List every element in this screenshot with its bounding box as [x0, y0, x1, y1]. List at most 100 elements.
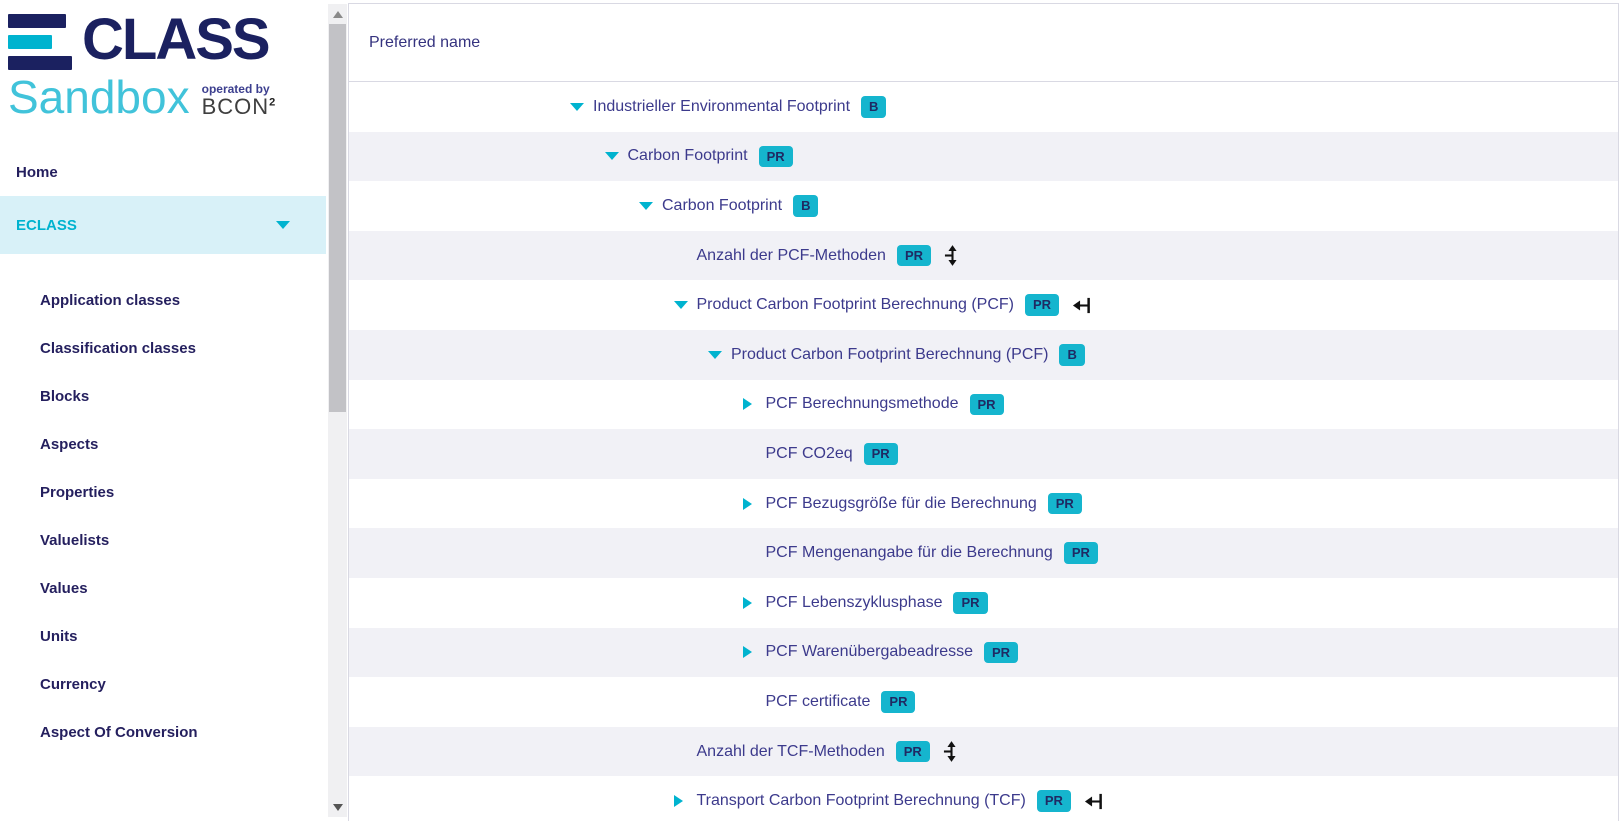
tree-row-pcf-certificate[interactable]: PCF certificate PR [349, 677, 1618, 727]
type-badge: PR [1036, 790, 1071, 812]
tree-expand-icon[interactable] [639, 202, 662, 210]
sidebar-item-blocks[interactable]: Blocks [0, 372, 326, 420]
tree-item-label: Anzahl der TCF-Methoden [696, 742, 885, 760]
sidebar-item-application-classes[interactable]: Application classes [0, 276, 326, 324]
operated-by-label: operated by [201, 82, 270, 96]
tree-item-label: PCF Warenübergabeadresse [765, 643, 974, 661]
tree-panel: Preferred name Industrieller Environment… [348, 3, 1619, 826]
tree-item-label: Industrieller Environmental Footprint [593, 97, 851, 115]
arrow-to-bar-icon [1084, 793, 1102, 809]
sidebar-item-label: Classification classes [40, 339, 196, 357]
tree-expand-icon[interactable] [674, 301, 697, 309]
type-badge: PR [896, 244, 931, 267]
tree-expand-icon[interactable] [743, 597, 766, 609]
sidebar-item-valuelists[interactable]: Valuelists [0, 516, 326, 564]
scroll-up-icon[interactable] [328, 6, 347, 22]
sidebar-item-label: Application classes [40, 291, 181, 309]
tree-expand-icon[interactable] [605, 152, 628, 160]
tree-expand-icon[interactable] [570, 103, 593, 111]
vertical-arrows-icon [944, 245, 957, 266]
sidebar-item-label: Aspects [40, 435, 99, 453]
type-badge: PR [953, 591, 988, 614]
tree-expand-icon[interactable] [674, 795, 697, 807]
sidebar-item-label: Units [40, 627, 78, 645]
tree-row-pcf-co2eq[interactable]: PCF CO2eq PR [349, 429, 1618, 479]
arrow-to-bar-icon [1072, 297, 1090, 313]
type-badge: PR [1047, 492, 1082, 515]
tree-row-pcf-berechnungsmethode[interactable]: PCF Berechnungsmethode PR [349, 379, 1618, 430]
type-badge: PR [895, 740, 930, 763]
tree-row-anzahl-der-tcf-methoden[interactable]: Anzahl der TCF-Methoden PR [349, 726, 1618, 777]
sidebar-item-label: ECLASS [16, 216, 77, 234]
sidebar-item-label: Currency [40, 675, 106, 693]
sidebar-item-values[interactable]: Values [0, 564, 326, 612]
tree-row-product-carbon-footprint-berechnung-pcf[interactable]: Product Carbon Footprint Berechnung (PCF… [349, 329, 1618, 380]
tree-header: Preferred name [349, 4, 1618, 82]
tree-row-pcf-waren-bergabeadresse[interactable]: PCF Warenübergabeadresse PR [349, 627, 1618, 678]
tree-row-transport-carbon-footprint-berechnung-tcf[interactable]: Transport Carbon Footprint Berechnung (T… [349, 776, 1618, 826]
tree-item-label: PCF Mengenangabe für die Berechnung [765, 544, 1053, 562]
tree-row-industrieller-environmental-footprint[interactable]: Industrieller Environmental Footprint B [349, 82, 1618, 132]
tree-item-label: PCF certificate [765, 692, 871, 710]
tree-item-label: Transport Carbon Footprint Berechnung (T… [696, 792, 1026, 810]
tree-item-label: PCF CO2eq [765, 444, 853, 462]
tree-rows: Industrieller Environmental Footprint B … [349, 82, 1618, 826]
type-badge: PR [1063, 542, 1098, 564]
chevron-down-icon [276, 221, 290, 229]
tree-expand-icon[interactable] [708, 351, 731, 359]
tree-item-label: PCF Bezugsgröße für die Berechnung [765, 494, 1037, 512]
sidebar-item-eclass[interactable]: ECLASS [0, 196, 326, 254]
sidebar-item-properties[interactable]: Properties [0, 468, 326, 516]
tree-expand-icon[interactable] [743, 646, 766, 658]
eclass-sandbox-logo[interactable]: CLASS Sandbox operated by BCON2 [0, 0, 326, 120]
scroll-down-icon[interactable] [328, 799, 347, 815]
tree-row-pcf-lebenszyklusphase[interactable]: PCF Lebenszyklusphase PR [349, 577, 1618, 628]
type-badge: PR [863, 443, 898, 465]
tree-item-label: Product Carbon Footprint Berechnung (PCF… [696, 296, 1014, 314]
tree-row-pcf-bezugsgr-e-f-r-die-berechnung[interactable]: PCF Bezugsgröße für die Berechnung PR [349, 478, 1618, 529]
type-badge: B [861, 96, 887, 118]
brand-name: CLASS [82, 7, 271, 72]
tree-row-carbon-footprint[interactable]: Carbon Footprint B [349, 181, 1618, 231]
sidebar-item-aspects[interactable]: Aspects [0, 420, 326, 468]
tree-expand-icon[interactable] [743, 498, 766, 510]
tree-row-product-carbon-footprint-berechnung-pcf[interactable]: Product Carbon Footprint Berechnung (PCF… [349, 280, 1618, 330]
sandbox-label: Sandbox [8, 71, 190, 123]
tree-row-anzahl-der-pcf-methoden[interactable]: Anzahl der PCF-Methoden PR [349, 230, 1618, 281]
tree-row-carbon-footprint[interactable]: Carbon Footprint PR [349, 131, 1618, 182]
sidebar-nav: Home ECLASS Application classes Classificat… [0, 148, 326, 756]
sidebar-item-label: Aspect Of Conversion [40, 723, 198, 741]
eclass-e-icon [8, 10, 72, 70]
scrollbar-thumb[interactable] [329, 24, 346, 412]
tree-expand-icon[interactable] [743, 398, 766, 410]
type-badge: PR [1024, 294, 1060, 316]
sidebar-item-classification-classes[interactable]: Classification classes [0, 324, 326, 372]
sidebar-item-home[interactable]: Home [0, 148, 326, 196]
sidebar-item-aspect-of-conversion[interactable]: Aspect Of Conversion [0, 708, 326, 756]
sidebar-item-label: Valuelists [40, 531, 110, 549]
type-badge: PR [969, 393, 1004, 416]
sidebar-item-label: Blocks [40, 387, 90, 405]
bcon-label: BCON2 [201, 94, 277, 119]
type-badge: PR [984, 641, 1019, 664]
type-badge: PR [758, 145, 793, 168]
tree-item-label: Anzahl der PCF-Methoden [696, 246, 886, 264]
preferred-name-column-header: Preferred name [369, 33, 481, 51]
vertical-arrows-icon [943, 741, 956, 762]
type-badge: B [1059, 343, 1085, 366]
tree-item-label: Carbon Footprint [627, 147, 748, 165]
operated-by-block: operated by BCON2 [202, 83, 277, 120]
sidebar-item-currency[interactable]: Currency [0, 660, 326, 708]
sidebar-item-units[interactable]: Units [0, 612, 326, 660]
sidebar-item-label: Values [40, 579, 88, 597]
sidebar-item-label: Home [16, 163, 58, 181]
tree-item-label: PCF Berechnungsmethode [765, 395, 959, 413]
tree-item-label: PCF Lebenszyklusphase [765, 593, 943, 611]
tree-row-pcf-mengenangabe-f-r-die-berechnung[interactable]: PCF Mengenangabe für die Berechnung PR [349, 528, 1618, 578]
tree-item-label: Product Carbon Footprint Berechnung (PCF… [731, 345, 1049, 363]
tree-item-label: Carbon Footprint [662, 196, 783, 214]
sidebar-item-label: Properties [40, 483, 115, 501]
type-badge: B [793, 195, 819, 217]
sidebar: CLASS Sandbox operated by BCON2 Home ECLA… [0, 0, 326, 821]
sidebar-scrollbar[interactable] [328, 4, 347, 817]
